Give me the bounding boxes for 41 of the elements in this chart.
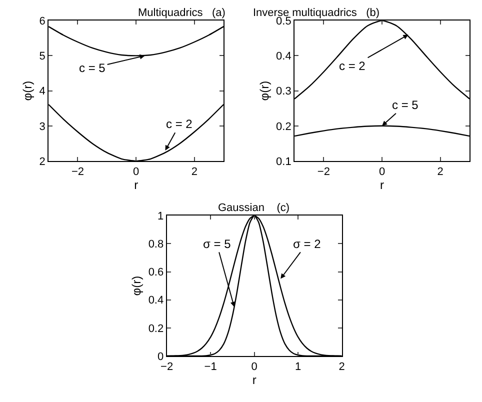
x-tick-label: 2: [437, 166, 444, 178]
x-tick-label: 0: [133, 166, 140, 178]
y-tick-label: 0.4: [276, 50, 292, 63]
chart-title: Gaussian (c): [218, 202, 290, 214]
x-tick-label: −2: [71, 166, 84, 178]
y-tick-label: 0.2: [148, 322, 164, 335]
x-axis-title: r: [134, 178, 138, 192]
y-tick-label: 0.1: [276, 156, 292, 168]
annotation: c = 5: [392, 98, 419, 112]
x-tick-label: 2: [191, 166, 198, 178]
y-tick-label: 0.5: [276, 15, 292, 28]
x-tick-label: −1: [204, 361, 217, 374]
x-axis-title: r: [252, 373, 256, 388]
y-tick-label: 0.3: [276, 86, 292, 98]
y-tick-label: 5: [39, 50, 46, 63]
x-tick-label: 0: [251, 361, 258, 374]
x-tick-label: 0: [378, 166, 386, 178]
annotation: c = 5: [79, 61, 106, 75]
chart-title: Multiquadrics (a): [138, 7, 226, 19]
y-axis-title: φ(r): [130, 276, 144, 296]
x-tick-label: −2: [317, 166, 330, 178]
annotation: σ = 2: [293, 237, 322, 251]
annotation: σ = 5: [203, 237, 232, 251]
y-tick-label: 6: [39, 15, 46, 28]
y-tick-label: 0.4: [148, 294, 164, 307]
x-tick-label: −2: [160, 361, 174, 374]
x-tick-label: 1: [295, 361, 302, 374]
y-tick-label: 2: [39, 156, 46, 168]
y-tick-label: 4: [39, 86, 46, 98]
y-tick-label: 0.6: [148, 266, 164, 279]
y-tick-label: 0: [157, 350, 164, 363]
y-tick-label: 0.2: [276, 120, 292, 133]
annotation: c = 2: [339, 59, 366, 73]
y-axis-title: φ(r): [257, 80, 272, 101]
x-axis-title: r: [380, 178, 384, 192]
annotation: c = 2: [166, 117, 193, 131]
y-tick-label: 0.8: [148, 238, 164, 251]
y-axis-title: φ(r): [20, 80, 35, 101]
x-tick-label: 2: [338, 361, 345, 374]
y-tick-label: 1: [157, 210, 164, 222]
y-tick-label: 3: [39, 120, 46, 133]
